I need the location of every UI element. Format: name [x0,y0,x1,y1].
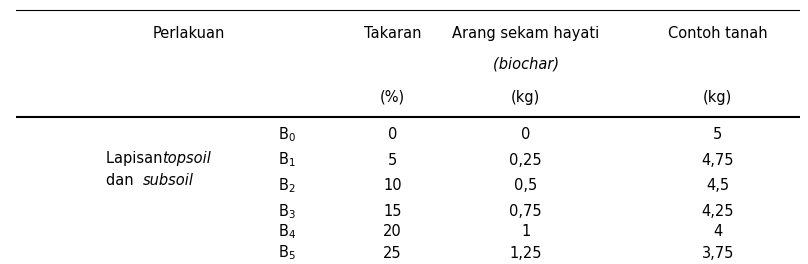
Text: 4: 4 [713,224,722,239]
Text: 4,25: 4,25 [701,204,734,219]
Text: subsoil: subsoil [143,173,194,188]
Text: 1,25: 1,25 [509,246,542,261]
Text: 1: 1 [521,224,530,239]
Text: 0: 0 [521,127,530,142]
Text: 10: 10 [383,178,402,193]
Text: Lapisan: Lapisan [107,151,167,166]
Text: 15: 15 [383,204,402,219]
Text: 4,5: 4,5 [706,178,729,193]
Text: 4,75: 4,75 [701,153,734,168]
Text: Takaran: Takaran [364,26,421,41]
Text: 0,5: 0,5 [514,178,537,193]
Text: topsoil: topsoil [162,151,211,166]
Text: Perlakuan: Perlakuan [153,26,225,41]
Text: 0,75: 0,75 [509,204,542,219]
Text: 20: 20 [383,224,402,239]
Text: $\mathregular{B_0}$: $\mathregular{B_0}$ [278,125,296,144]
Text: $\mathregular{B_1}$: $\mathregular{B_1}$ [278,151,296,169]
Text: $\mathregular{B_3}$: $\mathregular{B_3}$ [278,202,296,221]
Text: 5: 5 [713,127,722,142]
Text: 3,75: 3,75 [701,246,734,261]
Text: Contoh tanah: Contoh tanah [668,26,768,41]
Text: 0: 0 [388,127,397,142]
Text: $\mathregular{B_2}$: $\mathregular{B_2}$ [278,176,296,195]
Text: (kg): (kg) [511,90,541,105]
Text: dan: dan [107,173,138,188]
Text: 25: 25 [383,246,402,261]
Text: Arang sekam hayati: Arang sekam hayati [452,26,600,41]
Text: 0,25: 0,25 [509,153,542,168]
Text: 5: 5 [388,153,397,168]
Text: (kg): (kg) [703,90,732,105]
Text: $\mathregular{B_5}$: $\mathregular{B_5}$ [278,244,296,262]
Text: (​biochar​): (​biochar​) [493,56,558,72]
Text: (%): (%) [380,90,405,105]
Text: $\mathregular{B_4}$: $\mathregular{B_4}$ [277,223,296,241]
